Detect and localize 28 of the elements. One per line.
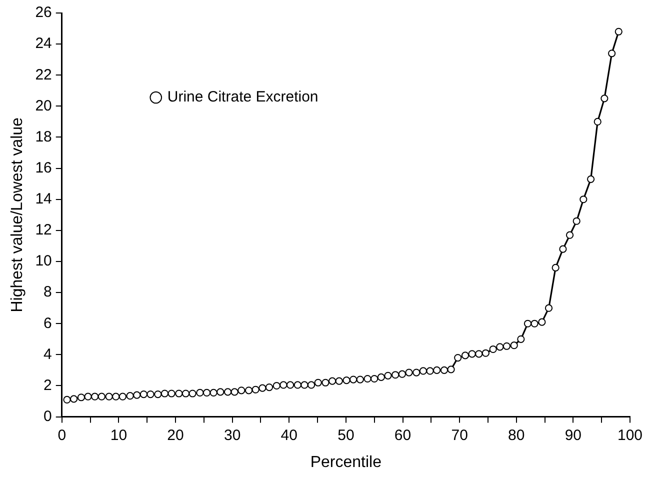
y-tick-label: 26 bbox=[35, 4, 52, 22]
x-tick-label: 60 bbox=[394, 426, 412, 444]
y-tick-label: 20 bbox=[35, 97, 52, 114]
x-tick-label: 70 bbox=[451, 426, 468, 444]
y-tick-label: 4 bbox=[44, 346, 52, 363]
y-tick-label: 10 bbox=[35, 252, 52, 270]
y-tick-label: 22 bbox=[35, 66, 52, 84]
x-tick-label: 90 bbox=[564, 426, 582, 444]
y-tick-label: 24 bbox=[35, 35, 52, 52]
y-tick-label: 2 bbox=[44, 376, 52, 394]
x-tick-label: 40 bbox=[280, 426, 298, 444]
y-tick-label: 16 bbox=[35, 159, 52, 176]
y-tick-label: 0 bbox=[44, 408, 52, 425]
y-tick-label: 18 bbox=[35, 128, 52, 146]
x-tick-label: 30 bbox=[224, 426, 241, 444]
x-tick-label: 80 bbox=[508, 426, 525, 444]
legend-label: Urine Citrate Excretion bbox=[167, 88, 318, 106]
y-tick-label: 6 bbox=[44, 314, 52, 332]
x-tick-label: 10 bbox=[110, 426, 128, 444]
x-tick-label: 100 bbox=[617, 426, 643, 444]
y-tick-label: 8 bbox=[44, 284, 52, 301]
x-tick-label: 50 bbox=[338, 426, 354, 444]
y-tick-label: 12 bbox=[35, 222, 52, 239]
x-axis-title: Percentile bbox=[310, 454, 382, 471]
x-tick-label: 20 bbox=[167, 426, 184, 444]
y-axis-title: Highest value/Lowest value bbox=[9, 117, 26, 312]
y-tick-label: 14 bbox=[35, 190, 52, 208]
x-tick-label: 0 bbox=[58, 426, 66, 444]
